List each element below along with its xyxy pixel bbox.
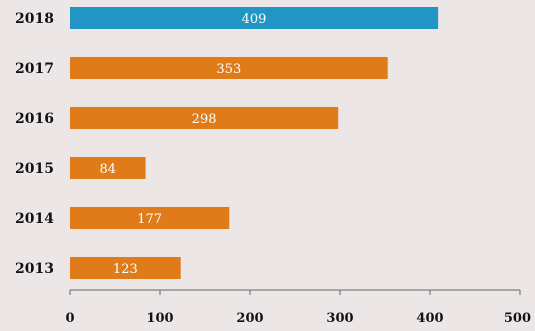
x-tick-label-300: 300	[326, 311, 353, 326]
category-label-2017: 2017	[15, 61, 54, 77]
data-label-2017: 353	[216, 62, 241, 77]
bars-layer: 2018 409 2017 353 2016 298 2015 84 2014 177 2013 12…	[15, 7, 439, 279]
category-label-2013: 2013	[15, 261, 54, 277]
category-label-2015: 2015	[15, 161, 54, 177]
data-label-2013: 123	[113, 262, 138, 277]
data-label-2015: 84	[100, 162, 117, 177]
data-label-2016: 298	[192, 112, 217, 127]
x-ticks-layer: 0 100 200 300 400 500	[65, 290, 531, 326]
data-label-2014: 177	[137, 212, 162, 227]
bar-2018	[70, 7, 439, 29]
bar-2017	[70, 57, 388, 79]
bar-2015	[70, 157, 146, 179]
bar-2016	[70, 107, 339, 129]
bar-2014	[70, 207, 230, 229]
data-label-2018: 409	[242, 12, 267, 27]
x-tick-label-100: 100	[146, 311, 173, 326]
x-tick-label-200: 200	[236, 311, 263, 326]
category-label-2016: 2016	[15, 111, 54, 127]
category-label-2018: 2018	[15, 11, 54, 27]
bar-2013	[70, 257, 181, 279]
category-label-2014: 2014	[15, 211, 54, 227]
x-tick-label-500: 500	[504, 311, 531, 326]
x-tick-label-0: 0	[65, 311, 74, 326]
x-tick-label-400: 400	[416, 311, 443, 326]
